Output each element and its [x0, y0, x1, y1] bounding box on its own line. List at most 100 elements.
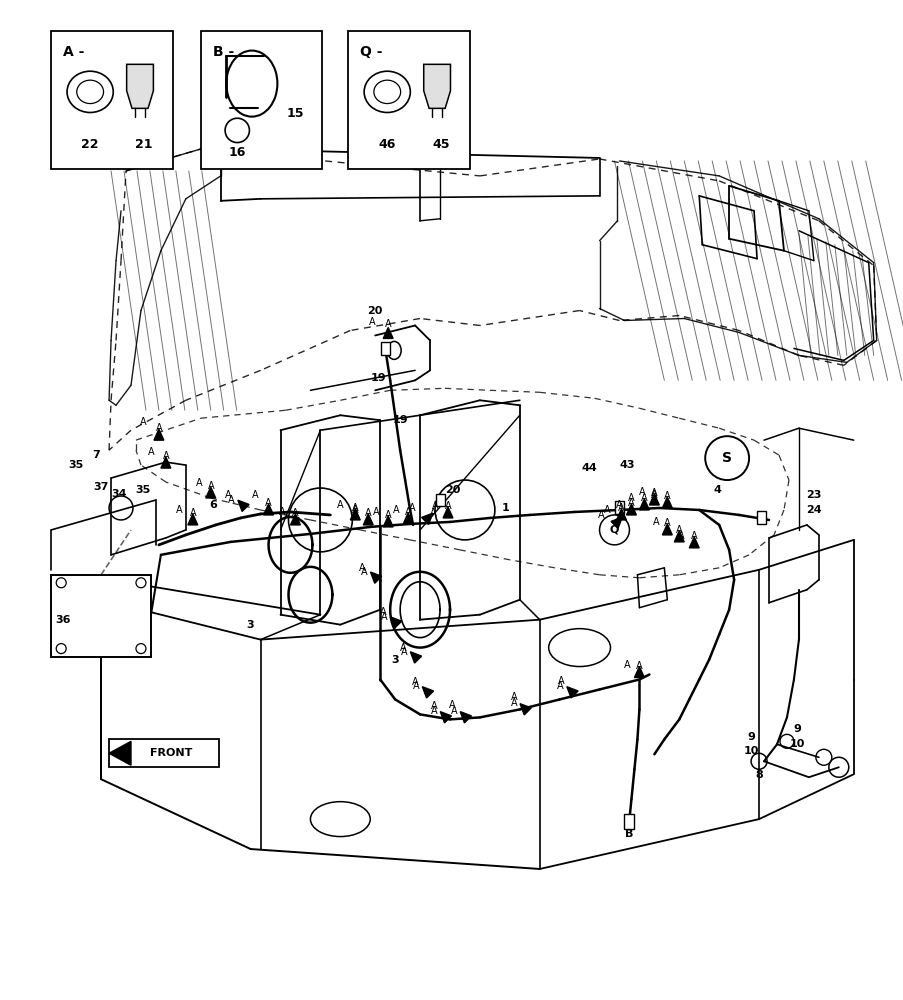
- Text: 9: 9: [746, 732, 754, 742]
- Text: 35: 35: [135, 485, 151, 495]
- Text: A: A: [412, 677, 418, 687]
- Circle shape: [599, 515, 628, 545]
- Text: 15: 15: [286, 107, 304, 120]
- Polygon shape: [403, 513, 413, 524]
- Polygon shape: [460, 712, 471, 723]
- Text: A: A: [155, 423, 162, 433]
- Text: A: A: [430, 701, 437, 711]
- Text: A -: A -: [63, 45, 85, 59]
- Polygon shape: [674, 531, 684, 542]
- Text: 3: 3: [247, 620, 254, 630]
- Polygon shape: [626, 504, 636, 515]
- Text: A: A: [385, 510, 391, 520]
- Text: 16: 16: [228, 146, 246, 159]
- Polygon shape: [237, 500, 249, 511]
- Text: A: A: [365, 508, 371, 518]
- Bar: [51, 575, 151, 657]
- Text: A: A: [677, 531, 684, 541]
- Text: A: A: [557, 681, 563, 691]
- Text: B: B: [625, 829, 633, 839]
- Polygon shape: [634, 667, 644, 678]
- Text: 8: 8: [754, 770, 762, 780]
- Text: A: A: [638, 487, 645, 497]
- Polygon shape: [350, 509, 359, 520]
- Text: A: A: [393, 505, 399, 515]
- Polygon shape: [689, 537, 698, 548]
- Text: A: A: [360, 567, 368, 577]
- Text: A: A: [413, 681, 419, 691]
- Text: 23: 23: [805, 490, 821, 500]
- Text: A: A: [510, 698, 517, 708]
- Text: 20: 20: [445, 485, 461, 495]
- Text: A: A: [429, 508, 436, 518]
- Polygon shape: [422, 687, 433, 698]
- Text: A: A: [444, 501, 451, 511]
- Text: 45: 45: [432, 138, 450, 151]
- Text: A: A: [432, 501, 438, 511]
- Text: A: A: [652, 517, 659, 527]
- Text: 37: 37: [93, 482, 108, 492]
- Polygon shape: [662, 524, 672, 535]
- Text: A: A: [279, 507, 285, 517]
- Text: A: A: [664, 491, 670, 501]
- Text: A: A: [373, 507, 379, 517]
- Text: 4: 4: [712, 485, 721, 495]
- Text: S: S: [721, 451, 731, 465]
- Text: B -: B -: [212, 45, 234, 59]
- Text: A: A: [190, 508, 196, 518]
- Text: A: A: [380, 612, 387, 622]
- Text: A: A: [351, 505, 358, 515]
- Text: A: A: [558, 676, 564, 686]
- Text: A: A: [690, 531, 697, 541]
- Polygon shape: [206, 487, 216, 498]
- Text: A: A: [636, 661, 642, 671]
- Text: 43: 43: [619, 460, 635, 470]
- Text: A: A: [510, 692, 517, 702]
- Text: A: A: [265, 498, 272, 508]
- Text: A: A: [385, 319, 391, 329]
- Text: 19: 19: [370, 373, 386, 383]
- Text: A: A: [664, 525, 670, 535]
- Text: Q -: Q -: [360, 45, 382, 59]
- Bar: [614, 501, 623, 514]
- Polygon shape: [610, 517, 621, 528]
- Text: A: A: [147, 447, 154, 457]
- Text: 44: 44: [581, 463, 597, 473]
- Text: A: A: [451, 706, 457, 716]
- Text: A: A: [225, 490, 232, 500]
- Polygon shape: [363, 514, 373, 525]
- Text: A: A: [628, 498, 634, 508]
- Text: 36: 36: [55, 615, 70, 625]
- Polygon shape: [410, 652, 421, 663]
- Text: A: A: [650, 490, 657, 500]
- Polygon shape: [442, 507, 452, 518]
- Text: A: A: [399, 643, 406, 653]
- Text: 46: 46: [378, 138, 396, 151]
- Polygon shape: [383, 327, 393, 338]
- Bar: [109, 739, 219, 767]
- Text: A: A: [603, 505, 610, 515]
- Text: A: A: [616, 500, 622, 510]
- Text: 34: 34: [111, 489, 126, 499]
- Polygon shape: [566, 687, 578, 698]
- Text: A: A: [405, 507, 411, 517]
- Bar: [624, 814, 634, 829]
- Polygon shape: [126, 64, 154, 108]
- Text: A: A: [628, 493, 634, 503]
- Text: A: A: [379, 607, 386, 617]
- Text: 9: 9: [792, 724, 800, 734]
- Text: A: A: [640, 493, 647, 503]
- Bar: [51, 31, 172, 169]
- Text: A: A: [292, 508, 299, 518]
- Text: A: A: [619, 512, 625, 522]
- Text: Q: Q: [610, 525, 619, 535]
- Polygon shape: [662, 497, 672, 508]
- Text: A: A: [664, 518, 670, 528]
- Polygon shape: [638, 499, 648, 510]
- Text: A: A: [351, 503, 358, 513]
- Text: 3: 3: [391, 655, 398, 665]
- Bar: [435, 494, 444, 506]
- Text: A: A: [430, 706, 437, 716]
- Circle shape: [704, 436, 749, 480]
- Text: 19: 19: [392, 415, 407, 425]
